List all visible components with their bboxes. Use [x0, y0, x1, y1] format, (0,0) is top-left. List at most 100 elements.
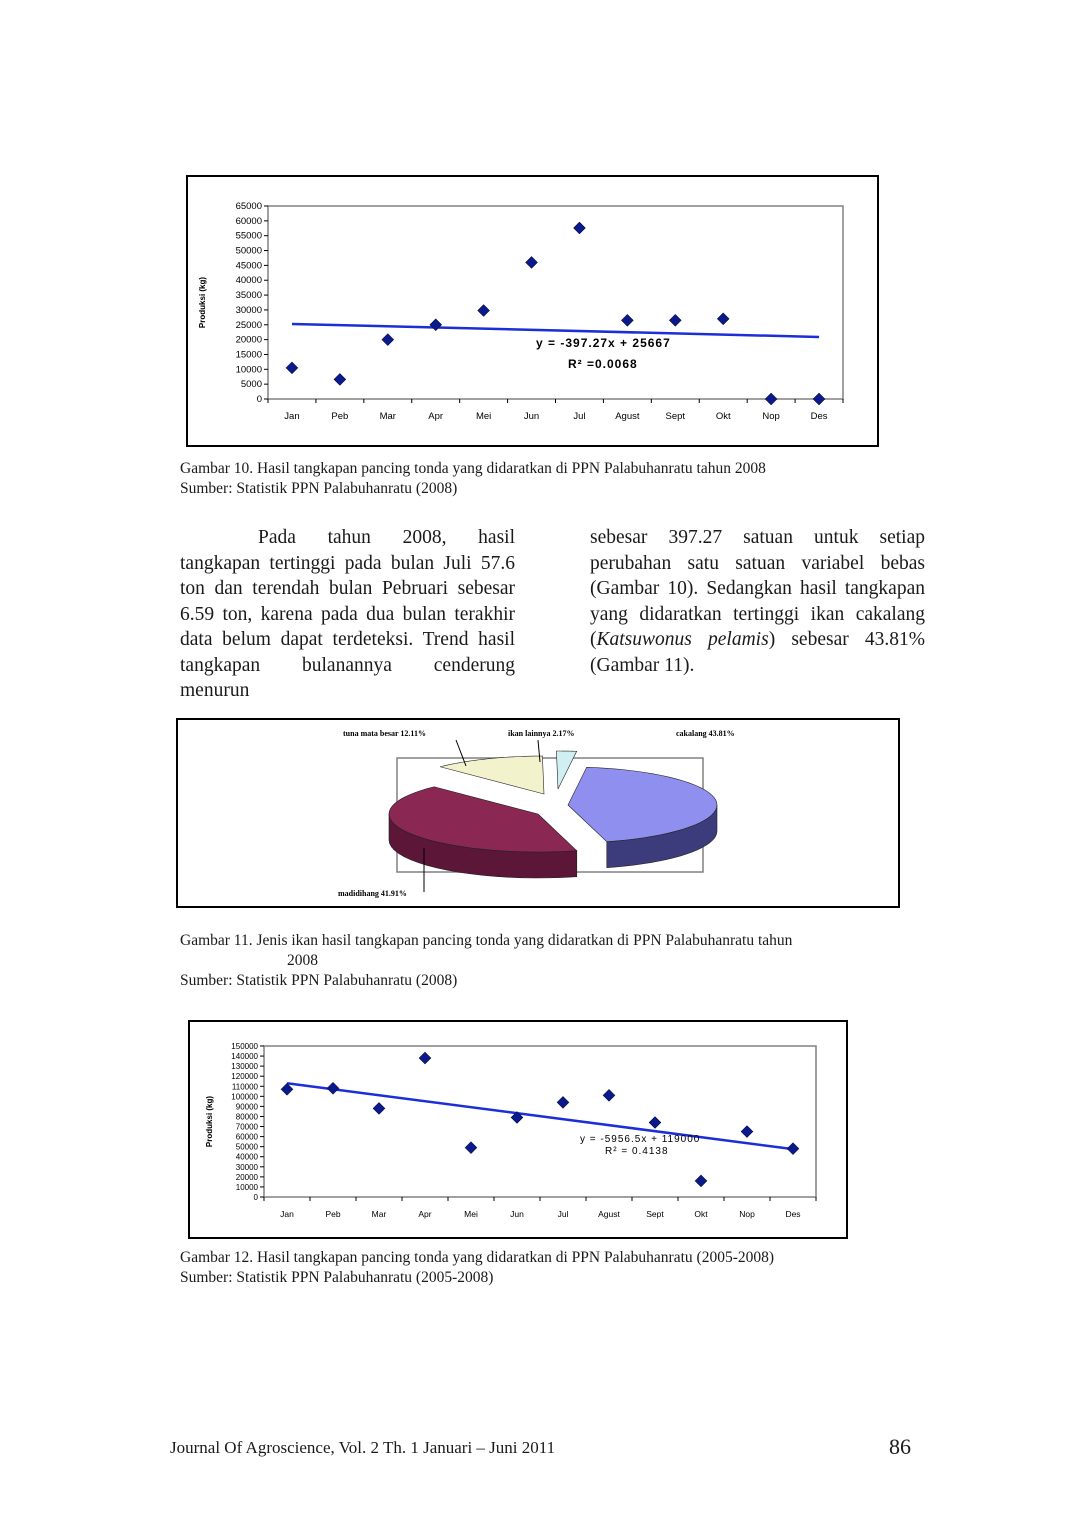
x-tick-label: Nop	[739, 1209, 755, 1219]
y-tick-label: 60000	[236, 216, 262, 227]
y-tick-label: 25000	[236, 320, 262, 331]
pie-slice	[567, 766, 718, 843]
x-tick-label: Peb	[331, 411, 348, 422]
y-tick-label: 30000	[236, 305, 262, 316]
y-tick-label: 60000	[236, 1133, 259, 1142]
figure-11-chart: cakalang 43.81% madidihang 41.91% tuna mat…	[176, 718, 900, 908]
figure-11-caption: Gambar 11. Jenis ikan hasil tangkapan pa…	[180, 932, 793, 949]
figure-10-caption-block: Gambar 10. Hasil tangkapan pancing tonda…	[180, 459, 1000, 499]
figure-10-source: Sumber: Statistik PPN Palabuhanratu (200…	[180, 480, 458, 497]
data-point	[372, 1102, 386, 1115]
y-tick-label: 120000	[231, 1072, 258, 1081]
data-point	[464, 1141, 478, 1155]
data-point	[418, 1051, 432, 1065]
y-axis-label: Produksi (kg)	[198, 277, 207, 328]
x-tick-label: Mar	[380, 411, 396, 422]
trend-equation: y = -397.27x + 25667	[536, 336, 671, 350]
y-tick-label: 90000	[236, 1102, 259, 1111]
figure-12-chart: 0 10000 20000 30000 40000 50000 60000 70000 8000…	[188, 1020, 848, 1239]
y-tick-label: 5000	[241, 379, 262, 390]
data-point	[694, 1174, 708, 1188]
y-tick-label: 110000	[232, 1082, 259, 1091]
data-point	[621, 313, 634, 327]
y-tick-label: 100000	[231, 1092, 258, 1101]
data-point	[556, 1096, 570, 1109]
data-point	[602, 1088, 616, 1102]
x-tick-label: Okt	[694, 1209, 708, 1219]
data-point	[510, 1111, 524, 1124]
y-tick-label: 35000	[236, 290, 262, 301]
data-point	[786, 1142, 800, 1156]
data-point	[764, 392, 778, 406]
x-tick-label: Apr	[428, 411, 443, 422]
r-squared-label: R² =0.0068	[568, 357, 638, 371]
data-point	[573, 221, 586, 235]
x-tick-label: Agust	[598, 1209, 620, 1219]
r-squared-label: R² = 0.4138	[605, 1146, 669, 1157]
body-text-right-column: sebesar 397.27 satuan untuk setiap perub…	[590, 525, 925, 678]
y-tick-label: 150000	[231, 1042, 258, 1051]
body-text-left: Pada tahun 2008, hasil tangkapan terting…	[180, 527, 515, 701]
data-point	[740, 1125, 754, 1138]
figure-11-caption-cont: 2008	[287, 952, 318, 969]
x-tick-label: Des	[811, 411, 828, 422]
figure-11-caption-block: Gambar 11. Jenis ikan hasil tangkapan pa…	[180, 931, 1010, 991]
page-number: 86	[889, 1434, 911, 1459]
x-tick-label: Jun	[510, 1209, 524, 1219]
pie-slice	[440, 755, 545, 795]
y-tick-label: 65000	[236, 201, 262, 212]
body-text-left-column: Pada tahun 2008, hasil tangkapan terting…	[180, 525, 515, 704]
y-axis-label: Produksi (kg)	[205, 1096, 214, 1147]
plot-area	[263, 1045, 817, 1198]
trend-line	[286, 1081, 794, 1151]
x-tick-label: Des	[785, 1209, 800, 1219]
x-tick-label: Jul	[573, 411, 585, 422]
figure-12-caption-block: Gambar 12. Hasil tangkapan pancing tonda…	[180, 1248, 1010, 1288]
data-point	[477, 304, 490, 317]
trend-line	[291, 322, 820, 339]
y-tick-label: 40000	[236, 1153, 259, 1162]
x-tick-label: Jan	[280, 1209, 294, 1219]
leader-line	[537, 739, 541, 763]
data-point	[812, 392, 826, 406]
data-point	[285, 361, 299, 375]
y-tick-label: 45000	[236, 260, 262, 271]
x-tick-label: Jun	[524, 411, 539, 422]
leader-line	[455, 739, 467, 767]
y-tick-label: 10000	[236, 1183, 259, 1192]
plot-area	[267, 205, 844, 400]
data-point	[668, 313, 682, 327]
data-point	[648, 1116, 662, 1129]
x-tick-label: Agust	[615, 411, 640, 422]
pie-label: cakalang 43.81%	[676, 729, 735, 738]
figure-10-scatter-plot: 0 5000 10000 15000 20000 25000 30000 35000 40000…	[198, 201, 844, 422]
y-tick-label: 30000	[236, 1163, 259, 1172]
pie-slice	[556, 750, 578, 790]
y-tick-label: 10000	[236, 364, 262, 375]
data-point	[333, 373, 347, 386]
x-tick-label: Mei	[476, 411, 491, 422]
figure-11-source: Sumber: Statistik PPN Palabuhanratu (200…	[180, 972, 458, 989]
y-tick-label: 50000	[236, 246, 262, 257]
data-point	[381, 333, 395, 346]
x-tick-label: Mar	[372, 1209, 387, 1219]
y-tick-label: 40000	[236, 275, 262, 286]
y-tick-label: 20000	[236, 335, 262, 346]
species-name: Katsuwonus pelamis	[596, 629, 769, 650]
body-text-right-part1: sebesar 397.27 satuan untuk setiap perub…	[590, 527, 925, 650]
x-tick-label: Peb	[325, 1209, 340, 1219]
y-tick-label: 50000	[236, 1143, 259, 1152]
x-tick-label: Okt	[716, 411, 731, 422]
x-tick-label: Mei	[464, 1209, 478, 1219]
pie-slice	[388, 786, 578, 853]
x-tick-label: Sept	[666, 411, 686, 422]
figure-10-caption: Gambar 10. Hasil tangkapan pancing tonda…	[180, 460, 766, 477]
data-point	[326, 1081, 340, 1095]
x-tick-label: Apr	[418, 1209, 431, 1219]
x-tick-label: Sept	[646, 1209, 664, 1219]
x-tick-label: Jul	[558, 1209, 569, 1219]
figure-11-pie-chart: cakalang 43.81% madidihang 41.91% tuna mat…	[338, 729, 735, 898]
y-tick-label: 80000	[236, 1112, 259, 1121]
y-tick-label: 140000	[231, 1052, 258, 1061]
body-text-right-part2: ) sebesar 43.81% (Gambar 11).	[590, 629, 925, 676]
